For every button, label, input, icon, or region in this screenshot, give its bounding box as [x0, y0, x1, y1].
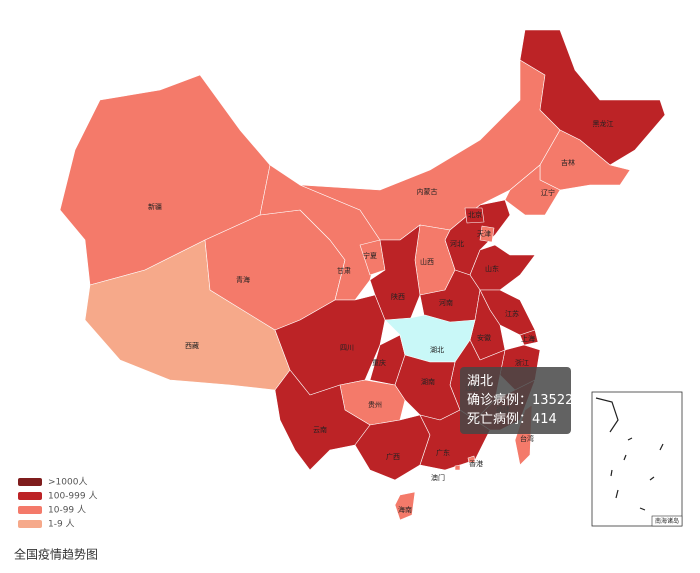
province[interactable] [519, 329, 539, 346]
province-label: 西藏 [185, 341, 199, 350]
province[interactable] [394, 354, 461, 421]
province-label: 四川 [340, 344, 354, 352]
tooltip-row: 确诊病例：13522 [467, 393, 573, 408]
tooltip-label: 确诊病例： [467, 393, 532, 408]
province[interactable] [454, 464, 461, 471]
province[interactable] [519, 29, 666, 166]
province-label: 黑龙江 [593, 119, 614, 128]
legend-swatch [18, 506, 42, 514]
province-label: 湖北 [430, 345, 444, 354]
province-label: 宁夏 [363, 251, 377, 260]
inset-label-box [651, 515, 683, 527]
province-label: 浙江 [515, 358, 529, 367]
province-label: 河南 [439, 298, 453, 307]
province-label: 广东 [436, 448, 450, 457]
tooltip-row: 死亡病例：414 [467, 412, 557, 427]
province-label: 山西 [420, 257, 434, 266]
province-label: 河北 [450, 240, 464, 248]
province-label: 广西 [386, 452, 400, 461]
province-label: 上海 [521, 334, 535, 343]
footer-title: 全国疫情趋势图 [14, 547, 98, 562]
tooltip-value: 414 [532, 412, 557, 427]
province[interactable] [259, 164, 381, 301]
tooltip-title: 湖北 [467, 374, 493, 389]
inset: 南海诸岛 [591, 391, 683, 527]
legend-label: >1000人 [48, 477, 87, 488]
legend-label: 1-9 人 [48, 519, 75, 530]
inset-lines [595, 397, 664, 511]
province[interactable] [464, 207, 485, 224]
tooltip: 湖北 确诊病例：13522 死亡病例：414 [460, 367, 573, 434]
province[interactable] [467, 455, 476, 464]
province[interactable] [394, 491, 416, 521]
province-label: 云南 [313, 425, 327, 434]
legend-swatch [18, 478, 42, 486]
province-label: 吉林 [561, 158, 575, 167]
tooltip-label: 死亡病例： [467, 412, 532, 427]
province[interactable] [469, 244, 536, 291]
province-label: 湖南 [421, 377, 435, 386]
province-label: 台湾 [520, 434, 534, 443]
tooltip-value: 13522 [532, 393, 573, 408]
province-label: 江苏 [505, 309, 519, 318]
province-label: 香港 [469, 459, 483, 468]
province-label: 山东 [485, 264, 499, 273]
china-map [59, 29, 666, 521]
legend-swatch [18, 492, 42, 500]
province-label: 青海 [236, 275, 250, 284]
tooltip-box [460, 367, 571, 434]
province-label: 澳门 [431, 473, 445, 482]
province-label: 贵州 [368, 400, 382, 409]
legend-label: 10-99 人 [48, 505, 86, 516]
province[interactable] [479, 225, 495, 243]
legend-swatch [18, 520, 42, 528]
province[interactable] [504, 164, 561, 216]
province-label: 内蒙古 [417, 187, 438, 196]
legend: >1000人 100-999 人 10-99 人 1-9 人 [18, 477, 97, 530]
province-label: 天津 [477, 230, 491, 238]
province-label: 海南 [398, 505, 412, 514]
province-label: 辽宁 [541, 188, 555, 197]
inset-frame [591, 391, 683, 527]
province-label: 重庆 [372, 358, 386, 367]
province-label: 安徽 [477, 333, 491, 342]
legend-label: 100-999 人 [48, 491, 97, 502]
province-label: 陕西 [391, 292, 405, 301]
province-label: 甘肃 [337, 266, 351, 275]
province[interactable] [274, 369, 371, 471]
province-label: 新疆 [148, 202, 162, 211]
province-label: 北京 [468, 210, 482, 219]
inset-label: 南海诸岛 [655, 517, 679, 525]
